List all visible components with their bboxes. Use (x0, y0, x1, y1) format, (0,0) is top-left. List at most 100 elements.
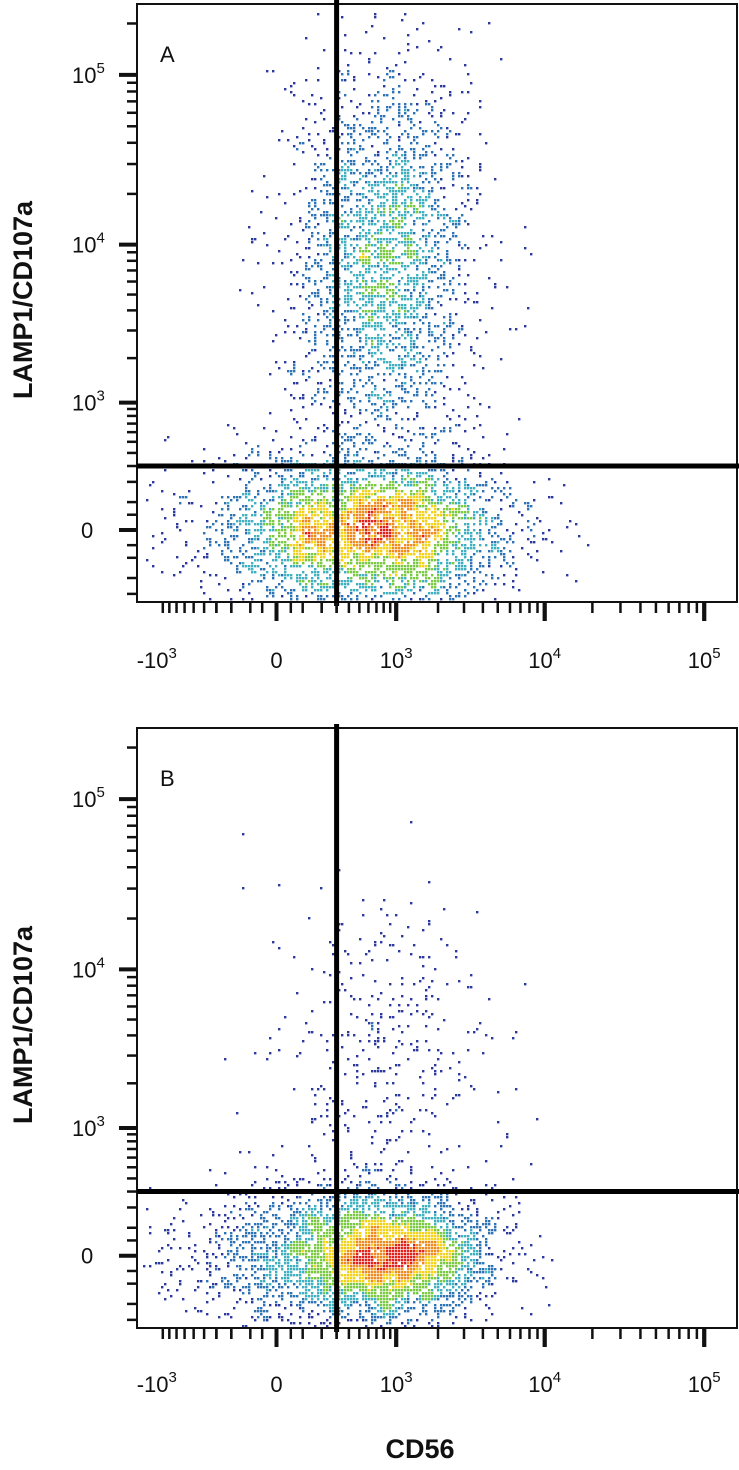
density-dot (422, 286, 425, 289)
density-dot (365, 490, 368, 493)
density-dot (353, 301, 356, 304)
density-dot (404, 583, 407, 586)
density-dot (422, 130, 425, 133)
density-dot (332, 487, 335, 490)
density-dot (368, 1232, 371, 1235)
density-dot (257, 559, 260, 562)
density-dot (278, 532, 281, 535)
density-dot (185, 544, 188, 547)
density-dot (500, 259, 503, 262)
density-dot (497, 577, 500, 580)
density-dot (353, 589, 356, 592)
density-dot (326, 475, 329, 478)
x-tick-label: 105 (688, 645, 721, 673)
density-dot (467, 592, 470, 595)
density-dot (314, 400, 317, 403)
density-dot (428, 268, 431, 271)
density-dot (401, 346, 404, 349)
density-dot (299, 493, 302, 496)
density-dot (410, 184, 413, 187)
density-dot (434, 559, 437, 562)
density-dot (425, 391, 428, 394)
density-dot (326, 214, 329, 217)
density-dot (299, 526, 302, 529)
density-dot (416, 142, 419, 145)
density-dot (440, 586, 443, 589)
density-dot (341, 142, 344, 145)
density-dot (437, 580, 440, 583)
density-dot (443, 316, 446, 319)
density-dot (359, 586, 362, 589)
density-dot (455, 313, 458, 316)
density-dot (395, 514, 398, 517)
density-dot (404, 355, 407, 358)
density-dot (326, 193, 329, 196)
density-dot (392, 88, 395, 91)
density-dot (464, 481, 467, 484)
density-dot (287, 370, 290, 373)
density-dot (362, 127, 365, 130)
density-dot (434, 481, 437, 484)
density-dot (347, 298, 350, 301)
density-dot (410, 313, 413, 316)
density-dot (251, 241, 254, 244)
density-dot (416, 307, 419, 310)
density-dot (296, 514, 299, 517)
density-dot (425, 1247, 428, 1250)
density-dot (434, 199, 437, 202)
density-dot (338, 562, 341, 565)
density-dot (443, 547, 446, 550)
density-dot (416, 493, 419, 496)
density-dot (284, 331, 287, 334)
density-dot (422, 553, 425, 556)
density-dot (317, 238, 320, 241)
density-dot (431, 1238, 434, 1241)
density-dot (305, 514, 308, 517)
density-dot (341, 223, 344, 226)
density-dot (290, 529, 293, 532)
density-dot (443, 427, 446, 430)
density-dot (347, 481, 350, 484)
density-dot (386, 472, 389, 475)
density-dot (347, 268, 350, 271)
density-dot (338, 472, 341, 475)
density-dot (356, 334, 359, 337)
density-dot (401, 589, 404, 592)
density-dot (299, 502, 302, 505)
density-dot (227, 523, 230, 526)
density-dot (401, 148, 404, 151)
density-dot (329, 469, 332, 472)
density-dot (374, 310, 377, 313)
density-dot (530, 541, 533, 544)
density-dot (398, 262, 401, 265)
density-dot (518, 511, 521, 514)
density-dot (323, 565, 326, 568)
density-dot (392, 580, 395, 583)
density-dot (341, 595, 344, 598)
density-dot (455, 568, 458, 571)
density-dot (260, 502, 263, 505)
density-dot (464, 301, 467, 304)
density-dot (359, 220, 362, 223)
density-dot (461, 553, 464, 556)
density-dot (428, 523, 431, 526)
density-dot (464, 547, 467, 550)
density-dot (326, 586, 329, 589)
density-dot (383, 334, 386, 337)
density-dot (377, 541, 380, 544)
density-dot (371, 460, 374, 463)
density-dot (347, 571, 350, 574)
density-dot (311, 559, 314, 562)
density-dot (380, 484, 383, 487)
density-dot (161, 508, 164, 511)
density-dot (476, 415, 479, 418)
density-dot (404, 157, 407, 160)
density-dot (467, 247, 470, 250)
density-dot (380, 343, 383, 346)
density-dot (437, 529, 440, 532)
density-dot (368, 496, 371, 499)
density-dot (392, 226, 395, 229)
density-dot (359, 217, 362, 220)
density-dot (326, 271, 329, 274)
density-dot (254, 529, 257, 532)
